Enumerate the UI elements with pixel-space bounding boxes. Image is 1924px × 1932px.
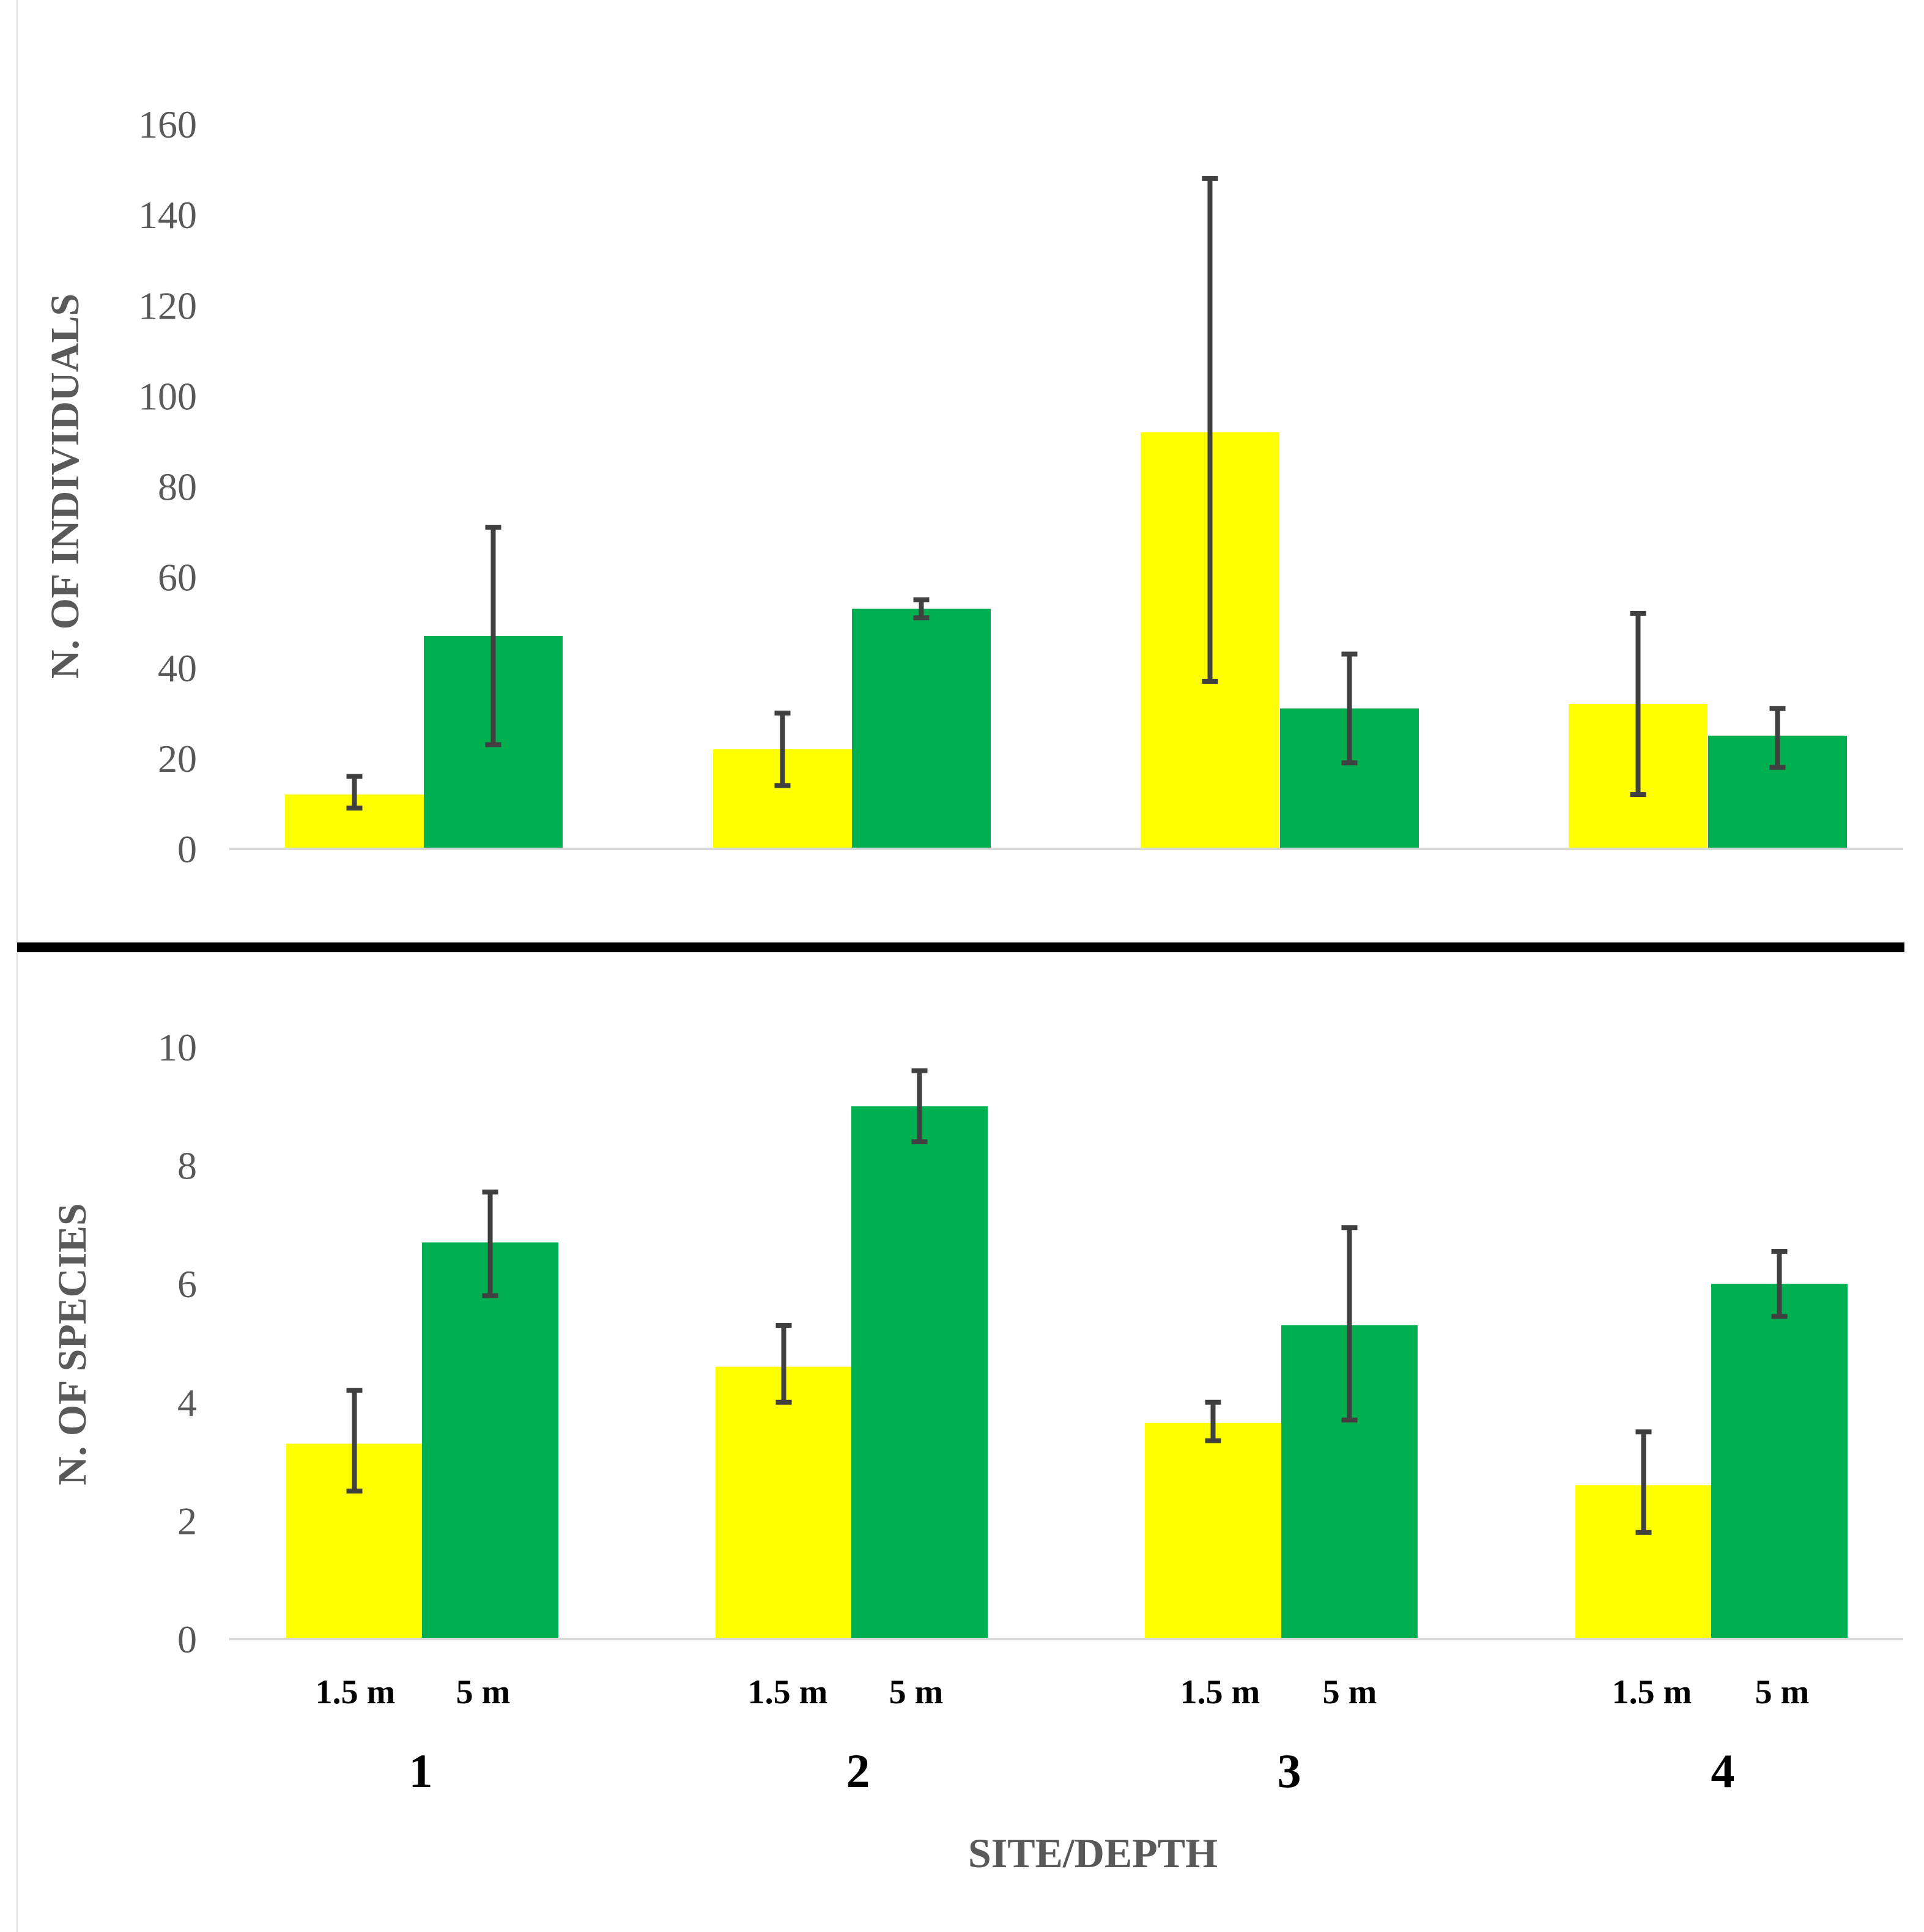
y-axis-title: N. OF SPECIES [50,1203,95,1485]
error-bar-site3-depth-5m [1341,651,1358,766]
site-label-4: 4 [1711,1744,1735,1797]
error-bar-site4-depth-1-5m [1630,610,1646,798]
error-bar-site4-depth-5m [1769,706,1786,770]
y-tick-label: 20 [158,737,197,780]
y-tick-label: 80 [158,465,197,509]
y-tick-label: 140 [138,193,197,237]
depth-label-site2-5m: 5 m [889,1673,944,1711]
error-bar-site1-depth-5m [485,525,501,747]
error-bar-site3-depth-5m [1341,1225,1358,1423]
error-bar-site1-depth-1-5m [346,774,363,811]
y-tick-label: 0 [177,827,197,871]
bar-site2-depth-5m [851,1106,988,1639]
depth-label-site4-5m: 5 m [1755,1673,1810,1711]
y-tick-label: 4 [177,1381,197,1424]
individuals-panel: 0 20 40 60 80 100 120 140 160 N. OF INDIVIDUALS [43,103,1903,871]
bar-site2-depth-5m [852,609,991,849]
y-tick-label: 8 [177,1144,197,1188]
species-panel: 0 2 4 6 8 10 N. OF SPECIES [50,1026,1903,1661]
y-tick-label: 100 [138,374,197,418]
error-bar-site2-depth-1-5m [775,1322,792,1405]
error-bar-site2-depth-5m [911,1068,928,1144]
panel-separator [17,942,1904,952]
y-tick-label: 0 [177,1618,197,1661]
y-axis-title: N. OF INDIVIDUALS [43,294,87,679]
site-label-2: 2 [846,1744,870,1797]
x-axis-labels: 1.5 m 5 m 1.5 m 5 m 1.5 m 5 m 1.5 m 5 m … [316,1673,1810,1876]
error-bar-site4-depth-1-5m [1635,1429,1652,1535]
error-bar-site2-depth-1-5m [774,710,791,788]
depth-label-site3-1-5m: 1.5 m [1180,1673,1260,1711]
depth-label-site1-5m: 5 m [456,1673,511,1711]
depth-label-site4-1-5m: 1.5 m [1612,1673,1692,1711]
error-bar-site1-depth-1-5m [346,1388,363,1493]
x-axis-title: SITE/DEPTH [968,1830,1218,1876]
error-bar-site2-depth-5m [913,597,930,621]
y-tick-label: 120 [138,284,197,327]
y-tick-label: 60 [158,556,197,599]
depth-label-site1-1-5m: 1.5 m [316,1673,396,1711]
y-tick-label: 160 [138,103,197,146]
bar-site4-depth-5m [1711,1284,1848,1639]
bar-site1-depth-5m [422,1242,558,1639]
depth-label-site2-1-5m: 1.5 m [748,1673,828,1711]
y-tick-label: 2 [177,1499,197,1542]
error-bar-site3-depth-1-5m [1202,176,1218,684]
y-tick-label: 10 [158,1026,197,1069]
site-label-1: 1 [409,1744,433,1797]
site-label-3: 3 [1278,1744,1301,1797]
bar-site3-depth-1-5m [1145,1423,1281,1639]
y-tick-label: 40 [158,646,197,690]
depth-label-site3-5m: 5 m [1323,1673,1377,1711]
y-tick-label: 6 [177,1262,197,1306]
error-bar-site1-depth-5m [482,1190,498,1298]
error-bar-site4-depth-5m [1771,1248,1788,1319]
bar-site2-depth-1-5m [716,1366,852,1639]
error-bar-site3-depth-1-5m [1205,1399,1221,1443]
